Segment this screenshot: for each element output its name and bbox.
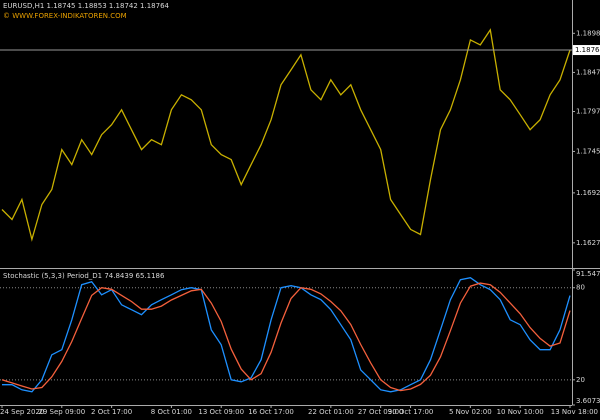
line-series <box>1 28 571 242</box>
x-tick-label: 10 Nov 10:00 <box>497 408 544 416</box>
y-tick-label: 20 <box>576 376 585 384</box>
x-tick-label: 29 Sep 09:00 <box>38 408 85 416</box>
line-series <box>2 277 571 393</box>
x-tick-label: 13 Oct 09:00 <box>198 408 244 416</box>
x-tick-label: 22 Oct 01:00 <box>308 408 354 416</box>
y-tick-label: 1.18475 <box>576 68 600 76</box>
y-tick-label: 1.17970 <box>576 108 600 116</box>
x-tick-label: 27 Oct 09:00 <box>358 408 404 416</box>
y-tick-label: 1.18980 <box>576 29 600 37</box>
current-price-box <box>573 45 600 56</box>
x-tick-label: 5 Nov 02:00 <box>449 408 492 416</box>
watermark: © WWW.FOREX-INDIKATOREN.COM <box>3 12 127 20</box>
y-tick-label: 1.17455 <box>576 147 600 155</box>
y-tick-label: 80 <box>576 284 585 292</box>
y-tick-label: 91.5474 <box>576 270 600 278</box>
y-tick-label: 1.16275 <box>576 239 600 247</box>
line-series <box>1 282 571 392</box>
chart-title: EURUSD,H1 1.18745 1.18853 1.18742 1.1876… <box>3 2 170 10</box>
x-tick-label: 24 Sep 2020 <box>0 408 44 416</box>
x-tick-label: 30 Oct 17:00 <box>388 408 434 416</box>
x-tick-label: 13 Nov 18:00 <box>551 408 598 416</box>
x-tick-label: 8 Oct 01:00 <box>151 408 192 416</box>
current-price-label: 1.18764 <box>575 46 600 54</box>
y-tick-label: 1.16920 <box>576 189 600 197</box>
x-tick-label: 16 Oct 17:00 <box>248 408 294 416</box>
x-tick-label: 2 Oct 17:00 <box>91 408 132 416</box>
y-tick-label: 3.6073 <box>576 397 600 405</box>
indicator-title: Stochastic (5,3,3) Period_D1 74.8439 65.… <box>3 272 165 280</box>
